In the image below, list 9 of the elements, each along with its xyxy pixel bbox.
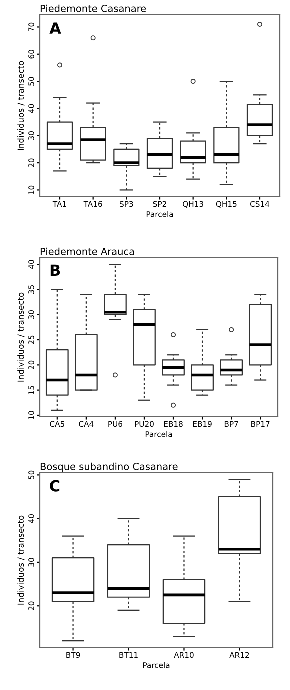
chart-title: Piedemonte Casanare xyxy=(40,4,146,12)
y-axis-title: Individuos / transecto xyxy=(18,61,25,150)
y-axis-title: Individuos / transecto xyxy=(18,292,25,382)
annotation: B xyxy=(50,264,60,276)
chart-title: Piedemonte Arauca xyxy=(40,248,134,256)
annotation: C xyxy=(50,480,60,492)
annotation: A xyxy=(50,22,62,34)
y-axis-title: Individuos / transecto xyxy=(18,516,25,605)
chart-title: Bosque subandino Casanare xyxy=(40,462,178,472)
